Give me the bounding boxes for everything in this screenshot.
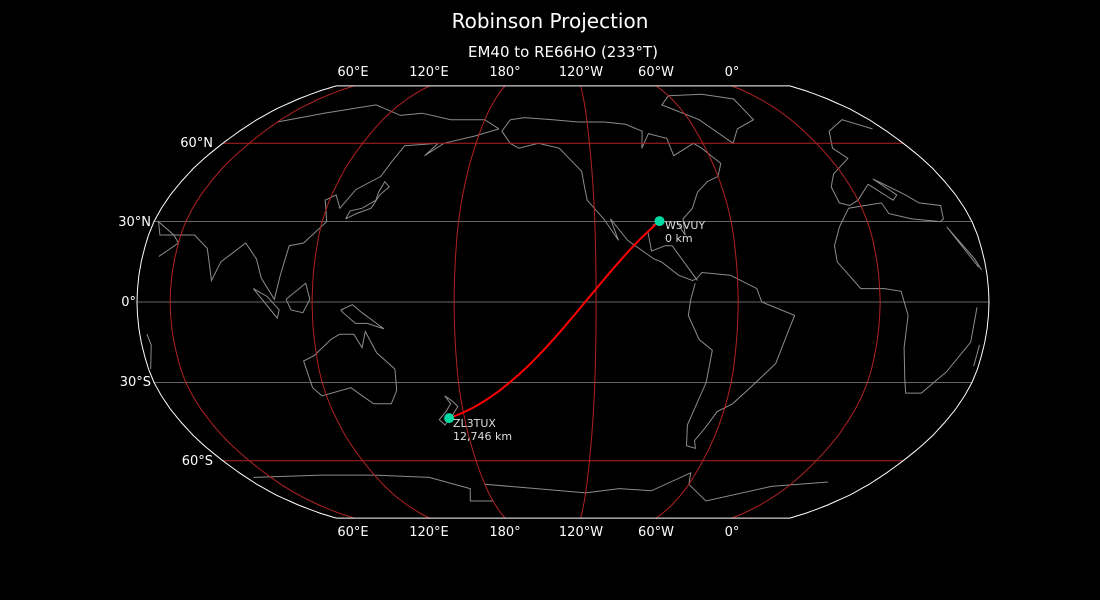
station-call: W5VUY [665,219,706,232]
coastline [501,119,796,449]
top-lon-label: 60°E [337,65,369,80]
bottom-lon-label: 60°W [638,525,674,540]
coastline [285,282,311,314]
station-distance: 0 km [665,232,693,245]
bottom-lon-label: 60°E [337,525,369,540]
top-lon-label: 0° [724,65,740,80]
lat-label: 60°S [181,454,213,469]
lat-label: 30°N [118,215,151,230]
meridian-gridline [453,85,506,519]
top-lon-label: 120°W [558,65,604,80]
coastline [510,117,722,281]
meridian-gridline [311,85,430,519]
meridian-gridline [655,85,739,519]
lat-label: 60°N [180,136,213,151]
lat-label: 0° [121,295,136,310]
coastline [157,104,982,394]
meridian-gridline [580,85,597,519]
coastline [345,180,390,220]
meridian-gridline [169,85,355,519]
coastline [661,93,755,145]
top-lon-label: 120°E [409,65,449,80]
great-circle-path [448,220,661,420]
bottom-lon-label: 0° [724,525,740,540]
bottom-lon-label: 120°W [558,525,604,540]
coastline [302,330,398,405]
coastline [340,304,385,330]
map-border [136,85,990,519]
top-lon-label: 60°W [638,65,674,80]
station-marker [654,216,665,227]
station-distance: 12,746 km [453,430,513,443]
bottom-lon-label: 120°E [409,525,449,540]
map-subtitle: EM40 to RE66HO (233°T) [468,43,658,61]
map-title: Robinson Projection [451,9,649,33]
station-call: ZL3TUX [453,417,496,430]
station-label-zl3tux: ZL3TUX 12,746 km [453,417,512,443]
meridian-gridline [731,85,881,519]
coastline [146,334,980,370]
top-lon-label: 180° [489,65,521,80]
coastline [438,395,459,426]
coastline [253,471,828,502]
bottom-lon-label: 180° [489,525,521,540]
lat-label: 30°S [119,375,151,390]
station-marker [444,413,455,424]
coastline [252,288,280,320]
station-label-w5vuy: W5VUY 0 km [665,219,705,245]
